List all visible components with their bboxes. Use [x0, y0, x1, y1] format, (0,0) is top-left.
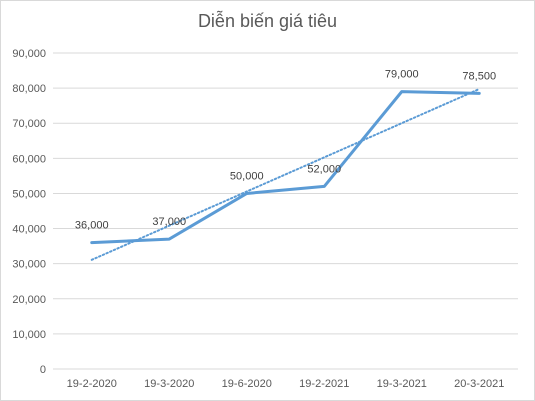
- data-labels: 36,000 37,000 50,000 52,000 79,000 78,500: [75, 69, 496, 232]
- y-tick-label: 0: [40, 364, 46, 376]
- y-tick-label: 10,000: [12, 329, 46, 341]
- y-tick-label: 40,000: [12, 224, 46, 236]
- data-label: 52,000: [307, 163, 341, 175]
- data-label: 50,000: [230, 170, 264, 182]
- data-label: 36,000: [75, 220, 109, 232]
- series-line: [90, 90, 481, 245]
- chart-title: Diễn biến giá tiêu: [197, 11, 338, 31]
- series-layer: [90, 90, 481, 245]
- y-tick-label: 90,000: [12, 48, 46, 60]
- y-tick-label: 70,000: [12, 118, 46, 130]
- y-tick-label: 60,000: [12, 153, 46, 165]
- x-tick-label: 19-2-2020: [67, 378, 117, 390]
- x-axis: 19-2-2020 19-3-2020 19-6-2020 19-2-2021 19-3…: [67, 378, 505, 390]
- trendline: [90, 88, 481, 261]
- y-tick-label: 30,000: [12, 259, 46, 271]
- data-label: 79,000: [385, 69, 419, 81]
- y-tick-label: 20,000: [12, 294, 46, 306]
- trendline-layer: [90, 88, 481, 261]
- data-label: 37,000: [152, 216, 186, 228]
- y-tick-label: 80,000: [12, 83, 46, 95]
- x-tick-label: 20-3-2021: [454, 378, 504, 390]
- x-tick-label: 19-6-2020: [222, 378, 272, 390]
- x-tick-label: 19-3-2020: [144, 378, 194, 390]
- gridlines: [53, 52, 518, 370]
- x-tick-label: 19-3-2021: [377, 378, 427, 390]
- y-tick-label: 50,000: [12, 188, 46, 200]
- data-label: 78,500: [462, 70, 496, 82]
- x-tick-label: 19-2-2021: [299, 378, 349, 390]
- y-axis: 0 10,000 20,000 30,000 40,000 50,000 60,000 70,…: [12, 48, 46, 376]
